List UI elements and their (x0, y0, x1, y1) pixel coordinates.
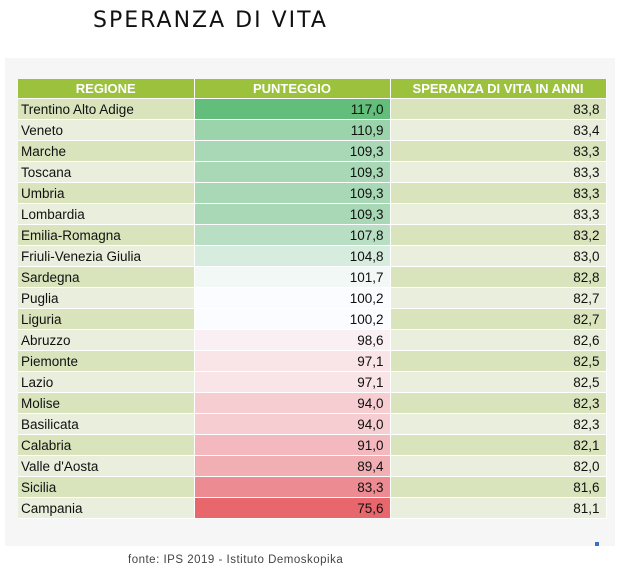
source-note: fonte: IPS 2019 - Istituto Demoskopika (128, 554, 344, 566)
cell-life-expectancy: 82,0 (390, 455, 607, 477)
cell-region: Friuli-Venezia Giulia (18, 245, 195, 267)
cell-region: Toscana (18, 161, 195, 183)
cell-region: Campania (18, 497, 195, 519)
cell-life-expectancy: 82,7 (390, 308, 607, 330)
cell-region: Umbria (18, 182, 195, 204)
cell-score: 101,7 (194, 266, 391, 288)
cell-life-expectancy: 83,3 (390, 140, 607, 162)
cell-region: Lombardia (18, 203, 195, 225)
cell-score: 97,1 (194, 350, 391, 372)
table-row: Campania 75,6 81,1 (18, 497, 607, 519)
cell-region: Abruzzo (18, 329, 195, 351)
cell-region: Piemonte (18, 350, 195, 372)
cell-score: 117,0 (194, 98, 391, 120)
table-row: Marche 109,3 83,3 (18, 140, 607, 162)
page-title: SPERANZA DI VITA (93, 8, 328, 33)
cell-life-expectancy: 82,8 (390, 266, 607, 288)
table-header-row: REGIONE PUNTEGGIO SPERANZA DI VITA IN AN… (18, 79, 607, 99)
table-row: Liguria 100,2 82,7 (18, 308, 607, 330)
header-speranza: SPERANZA DI VITA IN ANNI (390, 79, 607, 99)
table-row: Piemonte 97,1 82,5 (18, 350, 607, 372)
cell-region: Basilicata (18, 413, 195, 435)
cell-life-expectancy: 83,2 (390, 224, 607, 246)
cell-life-expectancy: 82,6 (390, 329, 607, 351)
cell-region: Veneto (18, 119, 195, 141)
cell-life-expectancy: 83,0 (390, 245, 607, 267)
table-row: Lazio 97,1 82,5 (18, 371, 607, 393)
life-expectancy-table: REGIONE PUNTEGGIO SPERANZA DI VITA IN AN… (18, 79, 607, 519)
table-row: Basilicata 94,0 82,3 (18, 413, 607, 435)
cell-life-expectancy: 83,4 (390, 119, 607, 141)
cell-score: 107,8 (194, 224, 391, 246)
cell-region: Puglia (18, 287, 195, 309)
cell-life-expectancy: 82,3 (390, 392, 607, 414)
cell-region: Lazio (18, 371, 195, 393)
table-row: Sardegna 101,7 82,8 (18, 266, 607, 288)
table-row: Friuli-Venezia Giulia 104,8 83,0 (18, 245, 607, 267)
cell-score: 94,0 (194, 413, 391, 435)
table-row: Emilia-Romagna 107,8 83,2 (18, 224, 607, 246)
cell-region: Sardegna (18, 266, 195, 288)
cell-region: Sicilia (18, 476, 195, 498)
cell-score: 98,6 (194, 329, 391, 351)
table-row: Veneto 110,9 83,4 (18, 119, 607, 141)
cell-region: Trentino Alto Adige (18, 98, 195, 120)
cell-region: Molise (18, 392, 195, 414)
cell-score: 91,0 (194, 434, 391, 456)
table-row: Sicilia 83,3 81,6 (18, 476, 607, 498)
cell-score: 75,6 (194, 497, 391, 519)
table-row: Lombardia 109,3 83,3 (18, 203, 607, 225)
cell-score: 109,3 (194, 140, 391, 162)
cell-life-expectancy: 83,3 (390, 203, 607, 225)
cell-score: 97,1 (194, 371, 391, 393)
cell-life-expectancy: 82,1 (390, 434, 607, 456)
table-row: Abruzzo 98,6 82,6 (18, 329, 607, 351)
cell-score: 83,3 (194, 476, 391, 498)
cell-region: Calabria (18, 434, 195, 456)
cell-life-expectancy: 82,5 (390, 371, 607, 393)
table-row: Puglia 100,2 82,7 (18, 287, 607, 309)
header-punteggio: PUNTEGGIO (194, 79, 391, 99)
cell-region: Valle d'Aosta (18, 455, 195, 477)
cell-score: 109,3 (194, 182, 391, 204)
cell-score: 110,9 (194, 119, 391, 141)
cell-score: 100,2 (194, 287, 391, 309)
cell-score: 100,2 (194, 308, 391, 330)
cell-life-expectancy: 82,7 (390, 287, 607, 309)
table-row: Valle d'Aosta 89,4 82,0 (18, 455, 607, 477)
cell-life-expectancy: 82,5 (390, 350, 607, 372)
table-row: Umbria 109,3 83,3 (18, 182, 607, 204)
cell-life-expectancy: 83,3 (390, 161, 607, 183)
header-regione: REGIONE (18, 79, 195, 99)
cell-score: 89,4 (194, 455, 391, 477)
table-row: Calabria 91,0 82,1 (18, 434, 607, 456)
cell-life-expectancy: 83,3 (390, 182, 607, 204)
table-row: Toscana 109,3 83,3 (18, 161, 607, 183)
cell-score: 104,8 (194, 245, 391, 267)
cell-score: 109,3 (194, 161, 391, 183)
cell-life-expectancy: 81,1 (390, 497, 607, 519)
table-row: Molise 94,0 82,3 (18, 392, 607, 414)
cell-score: 94,0 (194, 392, 391, 414)
cell-region: Emilia-Romagna (18, 224, 195, 246)
table-body: Trentino Alto Adige 117,0 83,8 Veneto 110,9 8… (18, 98, 607, 519)
cell-region: Liguria (18, 308, 195, 330)
cell-life-expectancy: 82,3 (390, 413, 607, 435)
cell-life-expectancy: 83,8 (390, 98, 607, 120)
cell-life-expectancy: 81,6 (390, 476, 607, 498)
cell-score: 109,3 (194, 203, 391, 225)
cell-region: Marche (18, 140, 195, 162)
table-row: Trentino Alto Adige 117,0 83,8 (18, 98, 607, 120)
resize-handle-icon (595, 542, 599, 546)
